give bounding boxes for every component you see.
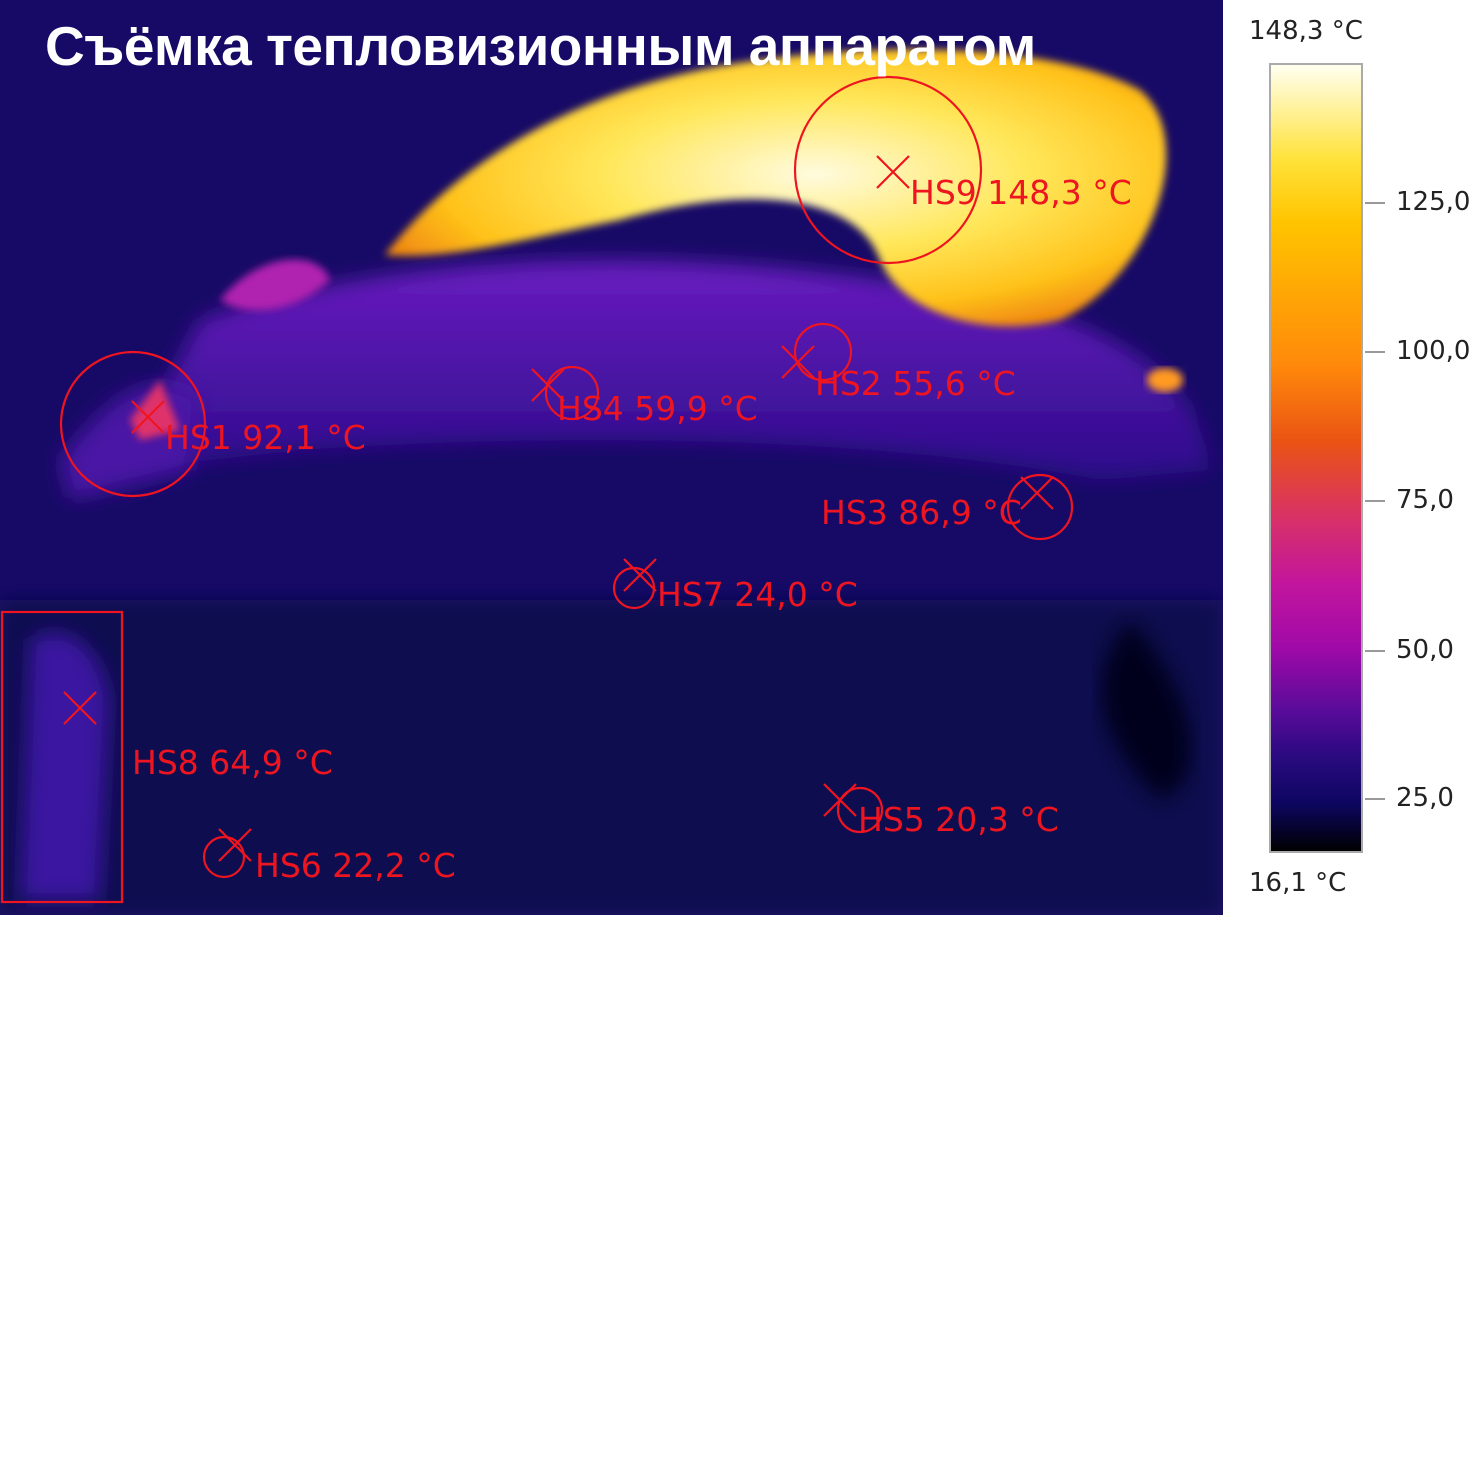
scale-tick-label: 50,0 [1396, 635, 1454, 665]
measurement-rectangle [0, 610, 124, 904]
hotspot-label: HS4 59,9 °C [557, 389, 758, 428]
measurement-circle [1006, 473, 1074, 541]
hotspot-hs2[interactable]: HS2 55,6 °C [781, 322, 1016, 403]
hotspot-hs5[interactable]: HS5 20,3 °C [823, 783, 1059, 839]
hotspot-hs3[interactable]: HS3 86,9 °C [821, 473, 1074, 541]
hotspot-hs4[interactable]: HS4 59,9 °C [531, 365, 758, 428]
measurement-circle [793, 322, 853, 382]
crosshair-icon [876, 155, 910, 189]
measurement-circle [59, 350, 207, 498]
scale-tick [1365, 202, 1385, 204]
hotspot-label: HS6 22,2 °C [255, 846, 456, 885]
crosshair-icon [823, 783, 857, 817]
measurement-overlay: HS9 148,3 °C HS1 92,1 °C HS4 59,9 °C HS2… [0, 75, 1132, 904]
scale-max-label: 148,3 °C [1249, 16, 1363, 46]
crosshair-icon [131, 400, 165, 434]
crosshair-icon [1020, 476, 1054, 510]
hotspot-hs8[interactable]: HS8 64,9 °C [0, 610, 333, 904]
hotspot-label: HS3 86,9 °C [821, 493, 1022, 532]
measurement-circle [612, 566, 656, 610]
hotspot-label: HS8 64,9 °C [132, 743, 333, 782]
crosshair-icon [781, 345, 815, 379]
hotspot-hs6[interactable]: HS6 22,2 °C [202, 828, 456, 885]
crosshair-icon [623, 558, 657, 592]
scale-tick-label: 25,0 [1396, 783, 1454, 813]
measurement-circle [793, 75, 983, 265]
crosshair-icon [63, 691, 97, 725]
hotspot-label: HS2 55,6 °C [815, 364, 1016, 403]
scale-min-label: 16,1 °C [1249, 868, 1347, 898]
measurement-circle [202, 835, 246, 879]
crosshair-icon [218, 828, 252, 862]
color-scale-bar [1269, 63, 1363, 853]
thermal-image: HS9 148,3 °C HS1 92,1 °C HS4 59,9 °C HS2… [0, 0, 1223, 915]
hotspot-hs1[interactable]: HS1 92,1 °C [59, 350, 366, 498]
crosshair-icon [531, 368, 565, 402]
hotspot-hs7[interactable]: HS7 24,0 °C [612, 558, 858, 614]
hotspot-hs9[interactable]: HS9 148,3 °C [793, 75, 1132, 265]
scale-tick-label: 125,0 [1396, 187, 1471, 217]
measurement-circle [544, 365, 600, 421]
scale-tick-label: 100,0 [1396, 336, 1471, 366]
scale-tick [1365, 500, 1385, 502]
measurement-circle [836, 786, 884, 834]
page-title: Съёмка тепловизионным аппаратом [45, 15, 1036, 77]
hotspot-label: HS5 20,3 °C [858, 800, 1059, 839]
scale-tick [1365, 650, 1385, 652]
hotspot-label: HS9 148,3 °C [910, 173, 1132, 212]
scale-tick [1365, 351, 1385, 353]
hotspot-label: HS1 92,1 °C [165, 418, 366, 457]
hotspot-label: HS7 24,0 °C [657, 575, 858, 614]
scale-tick [1365, 798, 1385, 800]
scale-tick-label: 75,0 [1396, 485, 1454, 515]
